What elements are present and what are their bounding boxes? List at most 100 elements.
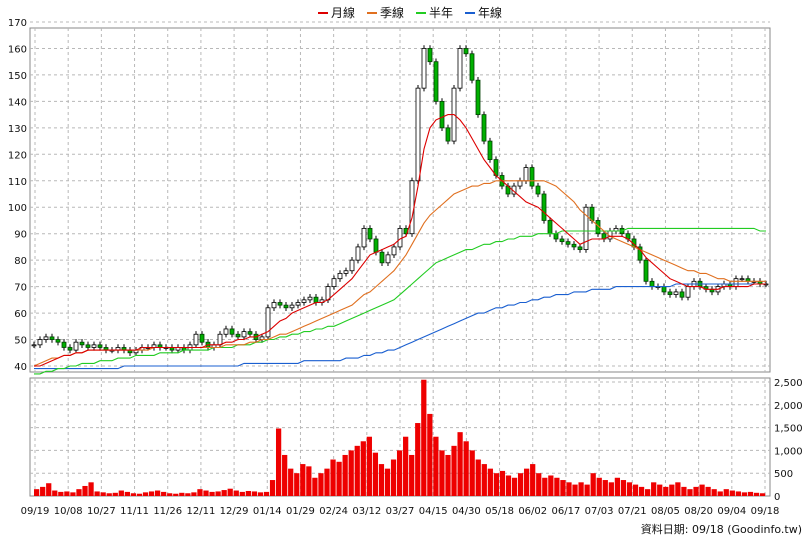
x-tick-label: 12/11	[186, 506, 215, 517]
volume-bar	[324, 468, 330, 496]
x-axis: 09/19 10/08 10/27 11/11 11/26 12/11 12/29 01/14…	[21, 506, 780, 517]
candle-body	[373, 238, 379, 253]
volume-tick-label: 500	[774, 469, 793, 480]
legend: 月線 季線 半年 年線	[318, 5, 502, 20]
candle-body	[391, 246, 397, 256]
volume-bar	[687, 489, 693, 496]
price-tick-label: 150	[8, 71, 27, 82]
price-tick-label: 80	[14, 256, 27, 267]
candle-body	[91, 344, 97, 348]
volume-bar	[566, 482, 572, 496]
volume-bar	[663, 486, 669, 496]
candle-body	[571, 243, 577, 248]
volume-bar	[717, 491, 723, 496]
volume-bar	[590, 473, 596, 496]
x-tick-label: 09/18	[751, 506, 780, 517]
candle-body	[289, 304, 295, 309]
candle-body	[199, 333, 205, 343]
volume-bar	[608, 482, 614, 496]
volume-bar	[421, 379, 427, 496]
volume-bar	[536, 473, 542, 496]
candle-body	[247, 331, 253, 335]
volume-bar	[227, 488, 233, 496]
volume-bar	[294, 473, 300, 496]
data-date-label: 資料日期: 09/18 (Goodinfo.tw)	[641, 522, 802, 536]
candle-body	[529, 167, 535, 187]
volume-bar	[560, 480, 566, 496]
volume-panel: 0 500 1,000 1,500 2,000 2,500	[29, 377, 803, 503]
candle-body	[667, 291, 673, 295]
volume-bar	[584, 484, 590, 496]
volume-bar	[257, 492, 264, 496]
price-tick-label: 70	[14, 283, 27, 294]
volume-bar	[203, 490, 209, 496]
candle-body	[313, 296, 319, 303]
candle-body	[331, 278, 337, 288]
volume-bar	[741, 492, 748, 496]
volume-bar	[112, 492, 118, 496]
candle-body	[517, 180, 523, 187]
volume-bar	[384, 468, 391, 496]
volume-bar	[499, 470, 506, 496]
volume-bar	[753, 492, 760, 496]
volume-tick-label: 2,500	[774, 378, 803, 389]
x-tick-label: 07/03	[585, 506, 614, 517]
volume-bar	[154, 490, 161, 496]
candle-body	[559, 238, 565, 243]
volume-bar	[469, 450, 475, 496]
volume-bar	[542, 477, 548, 496]
volume-bar	[620, 480, 627, 496]
volume-bar	[52, 490, 58, 496]
candle-body	[43, 336, 49, 340]
volume-tick-label: 1,000	[774, 446, 803, 457]
volume-bar	[300, 464, 306, 496]
x-tick-label: 02/24	[319, 506, 348, 517]
x-tick-label: 11/26	[153, 506, 182, 517]
x-tick-label: 08/05	[651, 506, 680, 517]
volume-bar	[602, 480, 608, 496]
candle-body	[547, 220, 553, 235]
candle-body	[295, 302, 301, 306]
volume-bar	[360, 441, 366, 496]
legend-label: 月線	[331, 5, 355, 20]
candle-body	[523, 167, 529, 182]
x-tick-label: 03/12	[352, 506, 381, 517]
volume-bar	[699, 484, 705, 496]
volume-bar	[136, 493, 143, 496]
volume-bar	[282, 454, 288, 496]
candle-body	[337, 272, 343, 280]
volume-bar	[578, 482, 584, 496]
candle-body	[565, 241, 571, 245]
candle-body	[433, 61, 439, 102]
volume-bar	[245, 490, 251, 496]
volume-bar	[251, 491, 258, 496]
candle-body	[661, 286, 667, 293]
volume-bar	[336, 461, 342, 496]
volume-bar	[76, 489, 82, 496]
volume-bar	[475, 459, 481, 496]
candle-body	[481, 114, 487, 142]
candle-body	[361, 227, 367, 248]
candle-body	[457, 48, 463, 89]
x-tick-label: 11/11	[120, 506, 149, 517]
volume-bar	[657, 484, 663, 496]
candle-body	[79, 341, 85, 346]
volume-bar	[318, 473, 324, 496]
price-tick-label: 40	[14, 362, 27, 373]
candle-body	[37, 339, 43, 346]
volume-bar	[415, 423, 421, 496]
volume-bar	[735, 491, 742, 496]
candle-body	[217, 333, 223, 346]
volume-bar	[209, 491, 215, 496]
volume-tick-label: 0	[774, 492, 780, 503]
volume-bar	[221, 490, 227, 496]
candle-body	[685, 286, 691, 298]
volume-bar	[524, 468, 530, 496]
x-tick-label: 01/29	[286, 506, 315, 517]
ma-half-line	[34, 227, 766, 375]
candle-body	[439, 100, 445, 129]
volume-bar	[651, 482, 657, 496]
volume-bar	[403, 436, 409, 496]
price-tick-label: 90	[14, 230, 27, 241]
volume-bar	[70, 492, 76, 496]
